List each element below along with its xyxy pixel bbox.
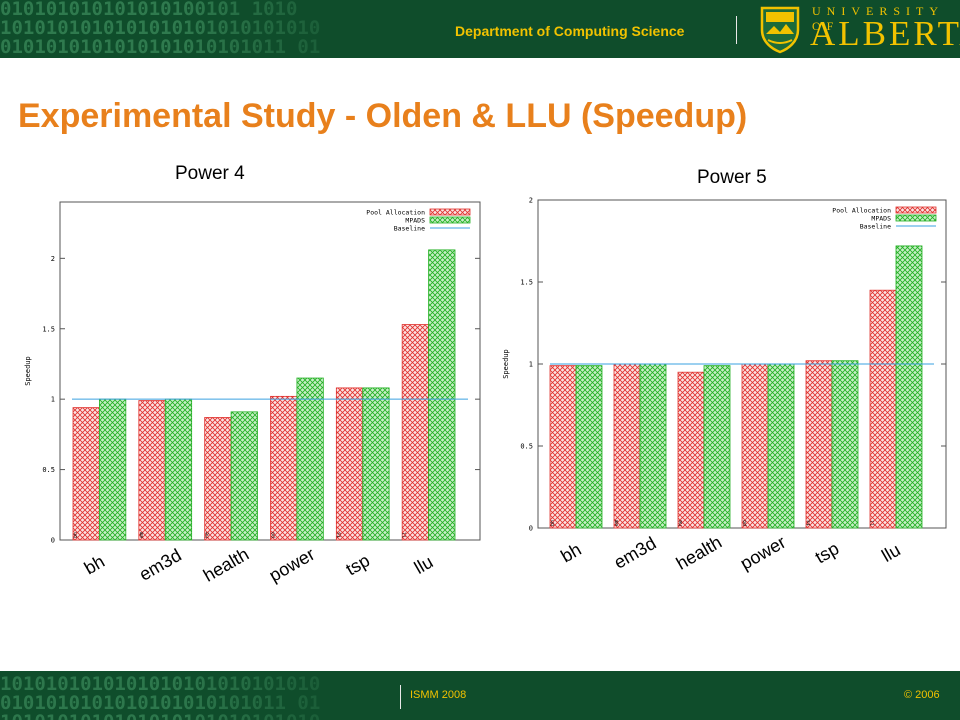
bar-mpads [428,249,456,541]
bar-pool-allocation [869,289,897,529]
legend-label: Pool Allocation [366,209,425,217]
x-tick-label-small: po [742,520,748,526]
x-tick-label-small: ll [870,520,876,526]
legend-label: Baseline [860,223,891,231]
x-tick-label-small: po [271,532,277,538]
x-category-label: em3d [611,533,660,573]
y-tick-label: 0 [51,537,55,545]
bar-mpads [831,360,859,529]
legend-swatch-mpads [429,216,471,224]
footer-event: ISMM 2008 [410,689,467,701]
chart-title-right: Power 5 [697,167,767,188]
bar-pool-allocation [805,360,833,529]
binary-fade [180,0,410,58]
bar-mpads [164,398,193,541]
x-category-label: health [673,532,725,574]
legend-swatch-pool [429,208,471,216]
bar-pool-allocation [204,417,232,541]
bar-mpads [703,365,731,529]
y-tick-label: 0.5 [520,443,533,451]
x-tick-label-small: he [678,520,684,526]
legend-label: Pool Allocation [832,207,891,215]
legend-swatch-mpads [895,214,937,222]
legend-label: MPADS [871,215,891,223]
bar-mpads [895,245,923,529]
x-category-label: llu [878,540,904,566]
bar-mpads [362,387,390,541]
y-tick-label: 1 [529,361,533,369]
footer-binary-fade [180,671,410,720]
slide-title: Experimental Study - Olden & LLU (Speedu… [18,97,748,135]
y-tick-label: 2 [529,197,533,205]
university-name: ALBERTA [810,14,960,53]
bar-mpads [639,363,667,529]
header-bar: 010101010101010100101 1010 1010101010101… [0,0,960,58]
legend-label: MPADS [405,217,425,225]
x-category-label: bh [557,539,584,566]
x-tick-label-small: em [139,532,145,538]
footer-divider [400,685,401,709]
bar-pool-allocation [335,387,364,541]
bar-mpads [99,398,127,541]
y-tick-label: 0 [529,525,533,533]
bar-mpads [575,365,603,529]
x-tick-label-small: bh [73,532,79,538]
bar-mpads [767,363,795,529]
x-tick-label-small: bh [550,520,556,526]
department-name: Department of Computing Science [455,23,685,39]
x-tick-label-small: ts [806,520,812,526]
footer-copyright: © 2006 [904,689,940,701]
y-tick-label: 1.5 [42,325,55,333]
binary-row: 1010101010101010101010101010 [0,713,400,720]
binary-row: 1010101010101010101010101010 [0,57,400,59]
university-crest-icon [760,6,800,54]
university-top-text: UNIVERSITY OF [812,4,944,33]
bar-pool-allocation [613,363,641,529]
bar-pool-allocation [549,365,577,529]
bar-pool-allocation [741,363,769,529]
x-tick-label-small: ts [336,532,342,538]
bar-mpads [296,377,324,541]
bar-pool-allocation [677,371,705,529]
header-divider [736,16,737,44]
y-axis-label: Speedup [502,349,510,379]
x-category-label: power [737,532,789,574]
y-tick-label: 1 [51,396,55,404]
y-tick-label: 2 [51,255,55,263]
bar-mpads [230,411,258,541]
chart-title-left: Power 4 [175,163,245,184]
x-tick-label-small: he [205,532,211,538]
y-tick-label: 1.5 [520,279,533,287]
bar-pool-allocation [72,407,100,541]
x-category-label: tsp [812,538,843,567]
bar-pool-allocation [138,400,166,541]
x-tick-label-small: em [614,520,620,526]
y-tick-label: 0.5 [42,466,55,474]
x-tick-label-small: ll [402,532,408,538]
footer-bar: 1010101010101010101010101010 01010101010… [0,671,960,720]
legend-label: Baseline [394,225,425,233]
legend-swatch-pool [895,206,937,214]
bar-pool-allocation [270,395,298,541]
y-axis-label: Speedup [24,356,32,386]
